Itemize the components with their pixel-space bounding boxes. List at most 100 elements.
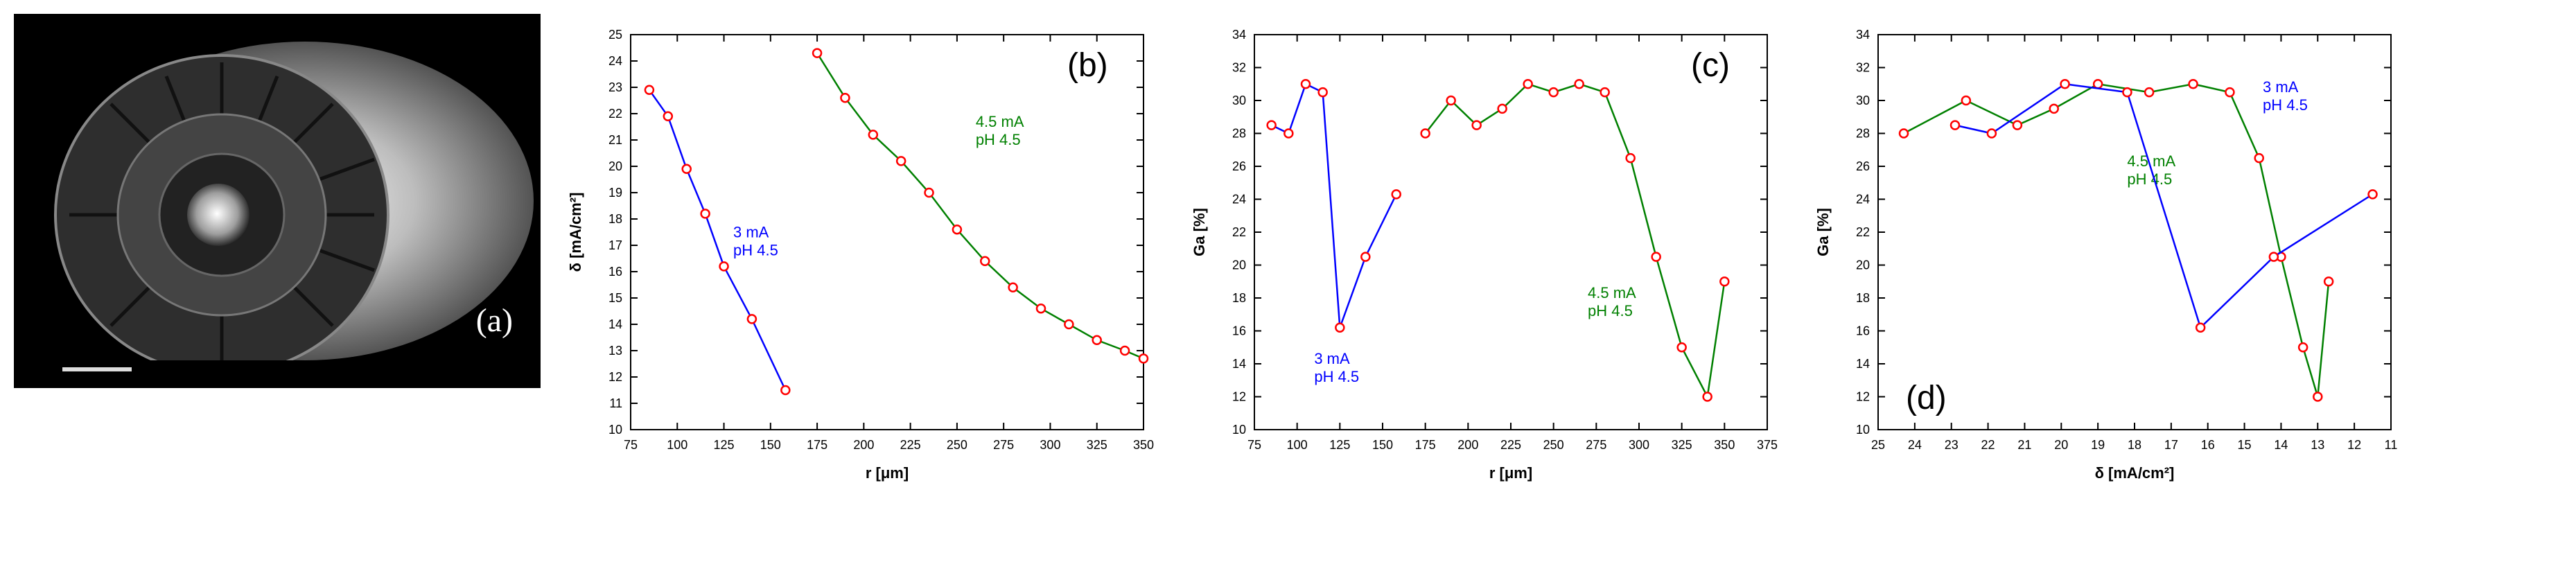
sem-image [14,14,541,388]
svg-text:13: 13 [2311,438,2324,452]
svg-text:19: 19 [2091,438,2105,452]
svg-text:(c): (c) [1691,47,1730,84]
svg-text:25: 25 [608,28,622,42]
svg-text:300: 300 [1629,438,1649,452]
svg-text:19: 19 [608,186,622,200]
svg-text:11: 11 [2385,438,2398,452]
svg-text:18: 18 [1232,291,1246,305]
svg-text:175: 175 [1415,438,1436,452]
svg-text:16: 16 [2201,438,2215,452]
svg-text:250: 250 [947,438,967,452]
svg-text:32: 32 [1856,61,1870,75]
svg-text:17: 17 [2164,438,2178,452]
svg-text:300: 300 [1040,438,1060,452]
svg-text:275: 275 [1586,438,1606,452]
svg-text:12: 12 [1232,390,1246,404]
svg-text:3 mA: 3 mA [2263,78,2299,96]
svg-text:375: 375 [1757,438,1778,452]
svg-text:pH 4.5: pH 4.5 [2127,170,2172,188]
panel-a-label: (a) [476,301,513,340]
svg-text:4.5 mA: 4.5 mA [1588,284,1636,301]
svg-text:225: 225 [1500,438,1521,452]
svg-text:22: 22 [1856,225,1870,239]
svg-text:125: 125 [1329,438,1350,452]
svg-text:3 mA: 3 mA [1314,350,1350,367]
svg-text:14: 14 [1232,357,1246,371]
svg-text:22: 22 [1981,438,1995,452]
svg-text:325: 325 [1087,438,1107,452]
svg-text:100: 100 [667,438,687,452]
svg-text:100: 100 [1287,438,1308,452]
svg-text:28: 28 [1856,127,1870,141]
svg-text:pH 4.5: pH 4.5 [976,131,1021,148]
svg-text:10: 10 [1856,423,1870,437]
svg-text:175: 175 [807,438,827,452]
svg-text:Ga [%]: Ga [%] [1191,208,1208,256]
svg-text:20: 20 [1856,258,1870,272]
svg-text:12: 12 [2347,438,2361,452]
svg-text:75: 75 [624,438,638,452]
svg-text:10: 10 [1232,423,1246,437]
chart-c: 7510012515017520022525027530032535037510… [1178,14,1788,499]
svg-text:24: 24 [1232,193,1246,207]
svg-text:125: 125 [714,438,735,452]
svg-text:10: 10 [608,423,622,437]
svg-text:225: 225 [900,438,921,452]
svg-text:pH 4.5: pH 4.5 [733,242,778,259]
svg-text:350: 350 [1133,438,1154,452]
svg-text:275: 275 [993,438,1014,452]
svg-text:12: 12 [1856,390,1870,404]
svg-text:r [μm]: r [μm] [1489,464,1532,482]
svg-text:pH 4.5: pH 4.5 [2263,96,2308,114]
svg-text:16: 16 [1232,324,1246,338]
svg-text:30: 30 [1232,94,1246,107]
svg-text:200: 200 [853,438,874,452]
svg-text:350: 350 [1714,438,1735,452]
svg-text:32: 32 [1232,61,1246,75]
svg-text:325: 325 [1672,438,1692,452]
svg-text:20: 20 [608,159,622,173]
svg-text:25: 25 [1871,438,1885,452]
svg-text:250: 250 [1543,438,1564,452]
svg-text:16: 16 [1856,324,1870,338]
svg-text:pH 4.5: pH 4.5 [1588,302,1633,319]
panel-a: (a) [14,14,541,388]
svg-text:14: 14 [2274,438,2288,452]
svg-text:17: 17 [608,238,622,252]
svg-text:4.5 mA: 4.5 mA [976,113,1024,130]
svg-text:23: 23 [1945,438,1959,452]
svg-text:24: 24 [608,54,622,68]
svg-text:11: 11 [609,396,622,410]
svg-text:14: 14 [608,317,622,331]
svg-text:21: 21 [2017,438,2031,452]
svg-text:26: 26 [1856,159,1870,173]
svg-text:Ga [%]: Ga [%] [1814,208,1832,256]
figure-row: (a) 75 100 125 150 175 200 225 250 275 300 325 350 1… [0,0,2576,516]
svg-text:(b): (b) [1067,47,1108,84]
svg-text:23: 23 [608,80,622,94]
svg-text:18: 18 [2128,438,2141,452]
svg-text:150: 150 [760,438,781,452]
svg-text:20: 20 [1232,258,1246,272]
svg-text:30: 30 [1856,94,1870,107]
svg-text:150: 150 [1372,438,1393,452]
svg-text:δ [mA/cm²]: δ [mA/cm²] [567,193,584,272]
svg-text:24: 24 [1908,438,1922,452]
svg-text:pH 4.5: pH 4.5 [1314,368,1359,385]
svg-text:22: 22 [608,107,622,121]
svg-text:3 mA: 3 mA [733,224,769,241]
svg-text:4.5 mA: 4.5 mA [2127,152,2175,170]
svg-text:δ [mA/cm²]: δ [mA/cm²] [2095,464,2175,482]
svg-text:18: 18 [1856,291,1870,305]
svg-text:15: 15 [2238,438,2252,452]
svg-text:15: 15 [608,291,622,305]
svg-text:75: 75 [1247,438,1261,452]
chart-d: 2524232221201918171615141312111012141618… [1802,14,2412,499]
panel-b: 75 100 125 150 175 200 225 250 275 300 325 350 10 11 1… [554,14,1164,502]
panel-d: 2524232221201918171615141312111012141618… [1802,14,2412,502]
svg-text:20: 20 [2054,438,2068,452]
svg-text:12: 12 [608,370,622,384]
panel-c: 7510012515017520022525027530032535037510… [1178,14,1788,502]
svg-text:18: 18 [608,212,622,226]
svg-text:21: 21 [608,133,622,147]
